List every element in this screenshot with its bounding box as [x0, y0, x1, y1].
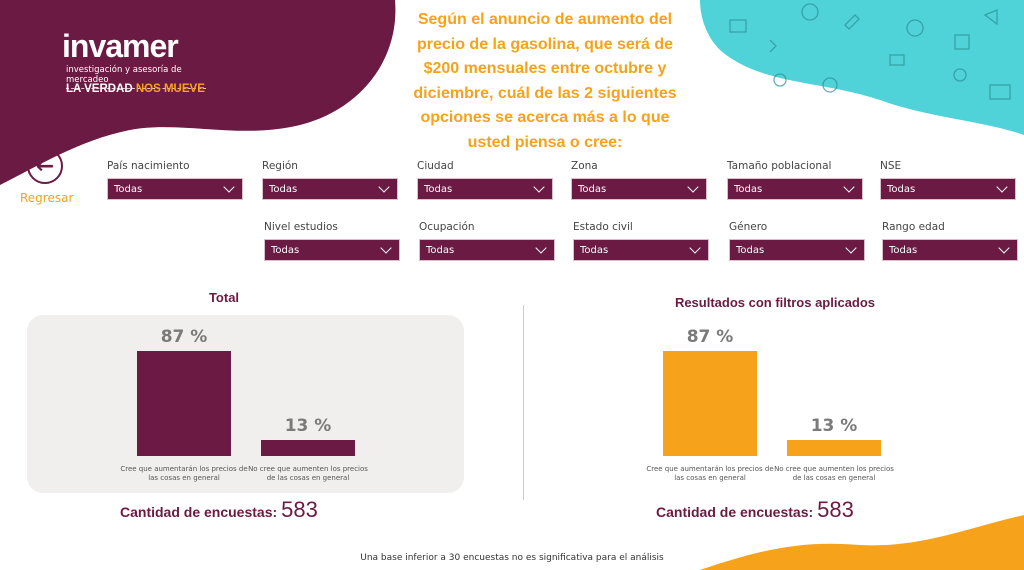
chevron-down-icon — [533, 181, 545, 193]
divider — [523, 305, 524, 500]
filter-label: Rango edad — [882, 221, 945, 233]
survey-count-label: Cantidad de encuestas: — [120, 504, 278, 520]
filter-value: Todas — [736, 244, 765, 256]
tagline-part-2: NOS MUEVE — [135, 83, 205, 95]
filtered-chart-title: Resultados con filtros aplicados — [674, 295, 876, 310]
filter-label: Zona — [571, 160, 598, 172]
filter-zona: Zona Todas — [571, 160, 707, 200]
survey-question: Según el anuncio de aumento del precio d… — [413, 11, 677, 151]
brand-tagline: LA VERDAD NOS MUEVE — [66, 83, 205, 95]
total-chart-title: Total — [208, 290, 240, 305]
filter-value: Todas — [426, 244, 455, 256]
chevron-down-icon — [535, 242, 547, 254]
filter-label: Ciudad — [417, 160, 454, 172]
filter-rango-edad: Rango edad Todas — [882, 221, 1018, 261]
survey-count-label: Cantidad de encuestas: — [656, 504, 814, 520]
survey-count-value: 583 — [281, 497, 318, 522]
survey-count-value: 583 — [817, 497, 854, 522]
filter-value: Todas — [887, 183, 916, 195]
filter-label: País nacimiento — [107, 160, 190, 172]
chevron-down-icon — [689, 242, 701, 254]
filter-dropdown[interactable]: Todas — [880, 178, 1016, 200]
filter-value: Todas — [114, 183, 143, 195]
brand-logo: invamer — [62, 28, 179, 64]
filter-dropdown[interactable]: Todas — [571, 178, 707, 200]
chevron-down-icon — [687, 181, 699, 193]
filter-dropdown[interactable]: Todas — [419, 239, 555, 261]
chevron-down-icon — [843, 181, 855, 193]
data-label: 13 % — [810, 416, 858, 437]
bar[interactable] — [663, 350, 757, 456]
filter-dropdown[interactable]: Todas — [264, 239, 400, 261]
filter-label: NSE — [880, 160, 902, 172]
filter-label: Estado civil — [573, 221, 633, 233]
total-chart-panel — [27, 315, 464, 493]
chevron-down-icon — [996, 181, 1008, 193]
filter-dropdown[interactable]: Todas — [729, 239, 865, 261]
chevron-down-icon — [223, 181, 235, 193]
data-label: 87 % — [686, 326, 734, 347]
filter-genero: Género Todas — [729, 221, 865, 261]
filter-label: Género — [729, 221, 768, 233]
back-button[interactable]: ← — [27, 148, 63, 184]
category-label: No cree que aumenten los precios de las … — [774, 465, 894, 482]
footer-note: Una base inferior a 30 encuestas no es s… — [360, 553, 664, 563]
filter-value: Todas — [889, 244, 918, 256]
filter-dropdown[interactable]: Todas — [107, 178, 243, 200]
survey-count: Cantidad de encuestas: 583 — [656, 497, 854, 523]
tagline-part-1: LA VERDAD — [66, 83, 136, 95]
bar[interactable] — [787, 440, 881, 456]
filter-estado-civil: Estado civil Todas — [573, 221, 709, 261]
category-label: Cree que aumentarán los precios de las c… — [646, 465, 774, 482]
filter-value: Todas — [734, 183, 763, 195]
data-label: 87 % — [160, 326, 208, 347]
filter-value: Todas — [580, 244, 609, 256]
bar[interactable] — [261, 440, 355, 456]
filter-value: Todas — [578, 183, 607, 195]
filter-value: Todas — [269, 183, 298, 195]
filter-ciudad: Ciudad Todas — [417, 160, 553, 200]
brand-subtitle: investigación y asesoría de mercadeo — [66, 65, 206, 89]
filter-region: Región Todas — [262, 160, 398, 200]
bar[interactable] — [137, 350, 231, 456]
chevron-down-icon — [998, 242, 1010, 254]
data-label: 13 % — [284, 416, 332, 437]
back-label[interactable]: Regresar — [20, 191, 74, 205]
filter-dropdown[interactable]: Todas — [417, 178, 553, 200]
chevron-down-icon — [378, 181, 390, 193]
chevron-down-icon — [845, 242, 857, 254]
filter-label: Ocupación — [419, 221, 475, 233]
filter-dropdown[interactable]: Todas — [727, 178, 863, 200]
arrow-left-icon: ← — [35, 153, 55, 179]
category-label: Cree que aumentarán los precios de las c… — [120, 465, 248, 482]
survey-count: Cantidad de encuestas: 583 — [120, 497, 318, 523]
filter-label: Región — [262, 160, 298, 172]
chevron-down-icon — [380, 242, 392, 254]
filter-dropdown[interactable]: Todas — [262, 178, 398, 200]
filter-pais-nacimiento: País nacimiento Todas — [107, 160, 243, 200]
filter-tamano-poblacional: Tamaño poblacional Todas — [727, 160, 863, 200]
filter-label: Nivel estudios — [264, 221, 338, 233]
category-label: No cree que aumenten los precios de las … — [248, 465, 368, 482]
filter-value: Todas — [271, 244, 300, 256]
filter-dropdown[interactable]: Todas — [882, 239, 1018, 261]
filter-nivel-estudios: Nivel estudios Todas — [264, 221, 400, 261]
filter-ocupacion: Ocupación Todas — [419, 221, 555, 261]
filter-label: Tamaño poblacional — [727, 160, 832, 172]
filter-dropdown[interactable]: Todas — [573, 239, 709, 261]
filter-value: Todas — [424, 183, 453, 195]
filter-nse: NSE Todas — [880, 160, 1016, 200]
